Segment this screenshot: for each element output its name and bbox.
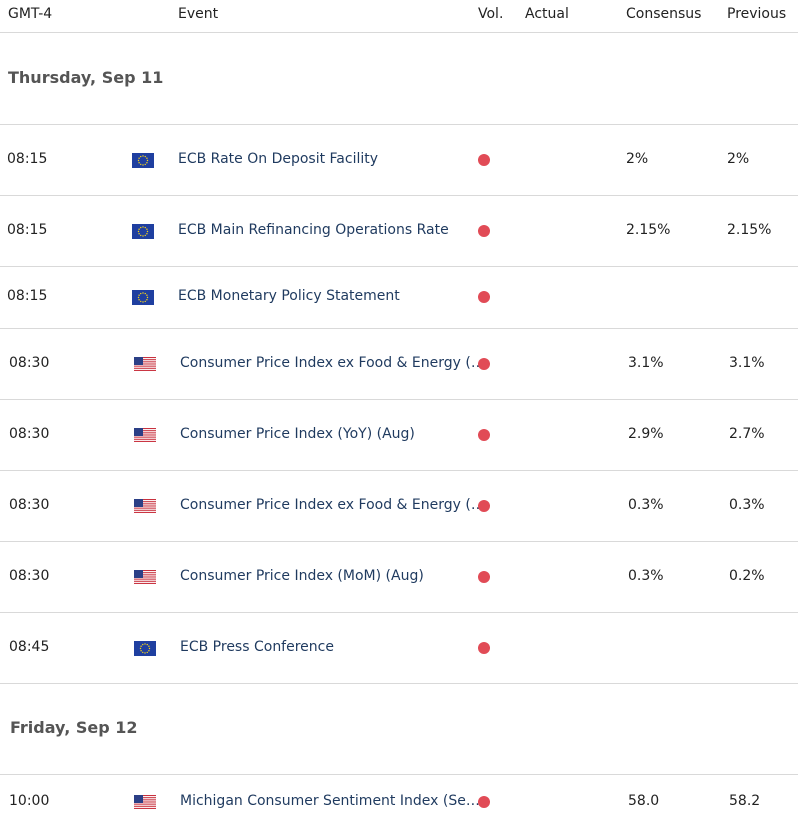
table-header: GMT-4 Event Vol. Actual Consensus Previo… <box>0 0 798 33</box>
consensus-value: 2.9% <box>628 426 664 442</box>
event-title[interactable]: Consumer Price Index (MoM) (Aug) <box>180 568 424 584</box>
high-volatility-icon <box>478 429 490 441</box>
event-time: 08:15 <box>7 222 48 238</box>
day-label: Friday, Sep 12 <box>10 718 138 737</box>
event-title[interactable]: ECB Monetary Policy Statement <box>178 288 400 304</box>
us-flag-icon <box>134 499 156 514</box>
event-time: 08:30 <box>9 568 50 584</box>
previous-column-header[interactable]: Previous <box>727 6 787 22</box>
event-title[interactable]: ECB Press Conference <box>180 639 334 655</box>
event-row[interactable]: 08:15 ECB Monetary Policy Statement <box>0 266 798 329</box>
eu-flag-icon <box>132 290 154 305</box>
event-time: 08:15 <box>7 288 48 304</box>
consensus-value: 2% <box>626 151 649 167</box>
consensus-column-header[interactable]: Consensus <box>626 6 702 22</box>
event-row[interactable]: 08:15 ECB Main Refinancing Operations Rat… <box>0 195 798 267</box>
event-row[interactable]: 08:30 Consumer Price Index (MoM) (Aug) 0.3… <box>0 541 798 613</box>
us-flag-icon <box>134 428 156 443</box>
previous-value: 2.15% <box>727 222 772 238</box>
event-title[interactable]: Michigan Consumer Sentiment Index (Se… <box>180 793 480 809</box>
consensus-value: 0.3% <box>628 497 664 513</box>
high-volatility-icon <box>478 796 490 808</box>
event-time: 08:30 <box>9 355 50 371</box>
consensus-value: 2.15% <box>626 222 671 238</box>
event-row[interactable]: 08:30 Consumer Price Index (YoY) (Aug) 2.9… <box>0 399 798 471</box>
event-title[interactable]: Consumer Price Index (YoY) (Aug) <box>180 426 415 442</box>
vol-column-header[interactable]: Vol. <box>478 6 504 22</box>
high-volatility-icon <box>478 291 490 303</box>
event-title[interactable]: ECB Main Refinancing Operations Rate <box>178 222 449 238</box>
eu-flag-icon <box>134 641 156 656</box>
high-volatility-icon <box>478 642 490 654</box>
event-row[interactable]: 08:45 ECB Press Conference <box>0 612 798 684</box>
day-label: Thursday, Sep 11 <box>8 68 164 87</box>
previous-value: 2% <box>727 151 750 167</box>
event-row[interactable]: 08:30 Consumer Price Index ex Food & Ener… <box>0 470 798 542</box>
previous-value: 0.3% <box>729 497 765 513</box>
event-time: 10:00 <box>9 793 50 809</box>
previous-value: 2.7% <box>729 426 765 442</box>
event-column-header[interactable]: Event <box>178 6 219 22</box>
event-time: 08:15 <box>7 151 48 167</box>
event-time: 08:30 <box>9 497 50 513</box>
high-volatility-icon <box>478 225 490 237</box>
event-title[interactable]: ECB Rate On Deposit Facility <box>178 151 379 167</box>
day-header-friday: Friday, Sep 12 <box>0 712 798 775</box>
event-title[interactable]: Consumer Price Index ex Food & Energy (… <box>180 497 480 513</box>
us-flag-icon <box>134 357 156 372</box>
high-volatility-icon <box>478 154 490 166</box>
us-flag-icon <box>134 795 156 810</box>
eu-flag-icon <box>132 224 154 239</box>
timezone-label: GMT-4 <box>8 6 53 22</box>
consensus-value: 58.0 <box>628 793 660 809</box>
high-volatility-icon <box>478 358 490 370</box>
event-row[interactable]: 10:00 Michigan Consumer Sentiment Index (… <box>0 774 798 830</box>
event-title[interactable]: Consumer Price Index ex Food & Energy (… <box>180 355 480 371</box>
previous-value: 58.2 <box>729 793 761 809</box>
high-volatility-icon <box>478 500 490 512</box>
previous-value: 0.2% <box>729 568 765 584</box>
consensus-value: 3.1% <box>628 355 664 371</box>
previous-value: 3.1% <box>729 355 765 371</box>
consensus-value: 0.3% <box>628 568 664 584</box>
event-time: 08:45 <box>9 639 50 655</box>
eu-flag-icon <box>132 153 154 168</box>
event-row[interactable]: 08:30 Consumer Price Index ex Food & Ener… <box>0 328 798 400</box>
us-flag-icon <box>134 570 156 585</box>
event-time: 08:30 <box>9 426 50 442</box>
high-volatility-icon <box>478 571 490 583</box>
day-header-thursday: Thursday, Sep 11 <box>0 64 798 125</box>
event-row[interactable]: 08:15 ECB Rate On Deposit Facility 2% 2% <box>0 124 798 196</box>
actual-column-header[interactable]: Actual <box>525 6 569 22</box>
